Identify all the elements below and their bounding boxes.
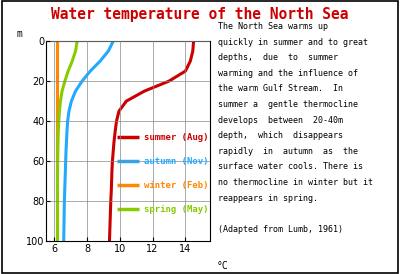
Text: quickly in summer and to great: quickly in summer and to great: [218, 38, 368, 47]
Text: Water temperature of the North Sea: Water temperature of the North Sea: [51, 7, 349, 22]
Text: the warm Gulf Stream.  In: the warm Gulf Stream. In: [218, 84, 343, 93]
Text: rapidly  in  autumn  as  the: rapidly in autumn as the: [218, 147, 358, 156]
Text: warming and the influence of: warming and the influence of: [218, 69, 358, 78]
Text: depth,  which  disappears: depth, which disappears: [218, 131, 343, 140]
Text: reappears in spring.: reappears in spring.: [218, 194, 318, 203]
Text: no thermocline in winter but it: no thermocline in winter but it: [218, 178, 373, 187]
Text: depths,  due  to  summer: depths, due to summer: [218, 53, 338, 62]
Text: develops  between  20-40m: develops between 20-40m: [218, 116, 343, 125]
Text: °C: °C: [216, 261, 228, 271]
Text: m: m: [16, 29, 22, 39]
Text: surface water cools. There is: surface water cools. There is: [218, 162, 363, 172]
Text: winter (Feb): winter (Feb): [144, 181, 209, 190]
Text: spring (May): spring (May): [144, 205, 209, 214]
Text: summer a  gentle thermocline: summer a gentle thermocline: [218, 100, 358, 109]
Text: (Adapted from Lumb, 1961): (Adapted from Lumb, 1961): [218, 225, 343, 234]
Text: summer (Aug): summer (Aug): [144, 133, 209, 142]
Text: autumn (Nov): autumn (Nov): [144, 157, 209, 165]
Text: The North Sea warms up: The North Sea warms up: [218, 22, 328, 31]
